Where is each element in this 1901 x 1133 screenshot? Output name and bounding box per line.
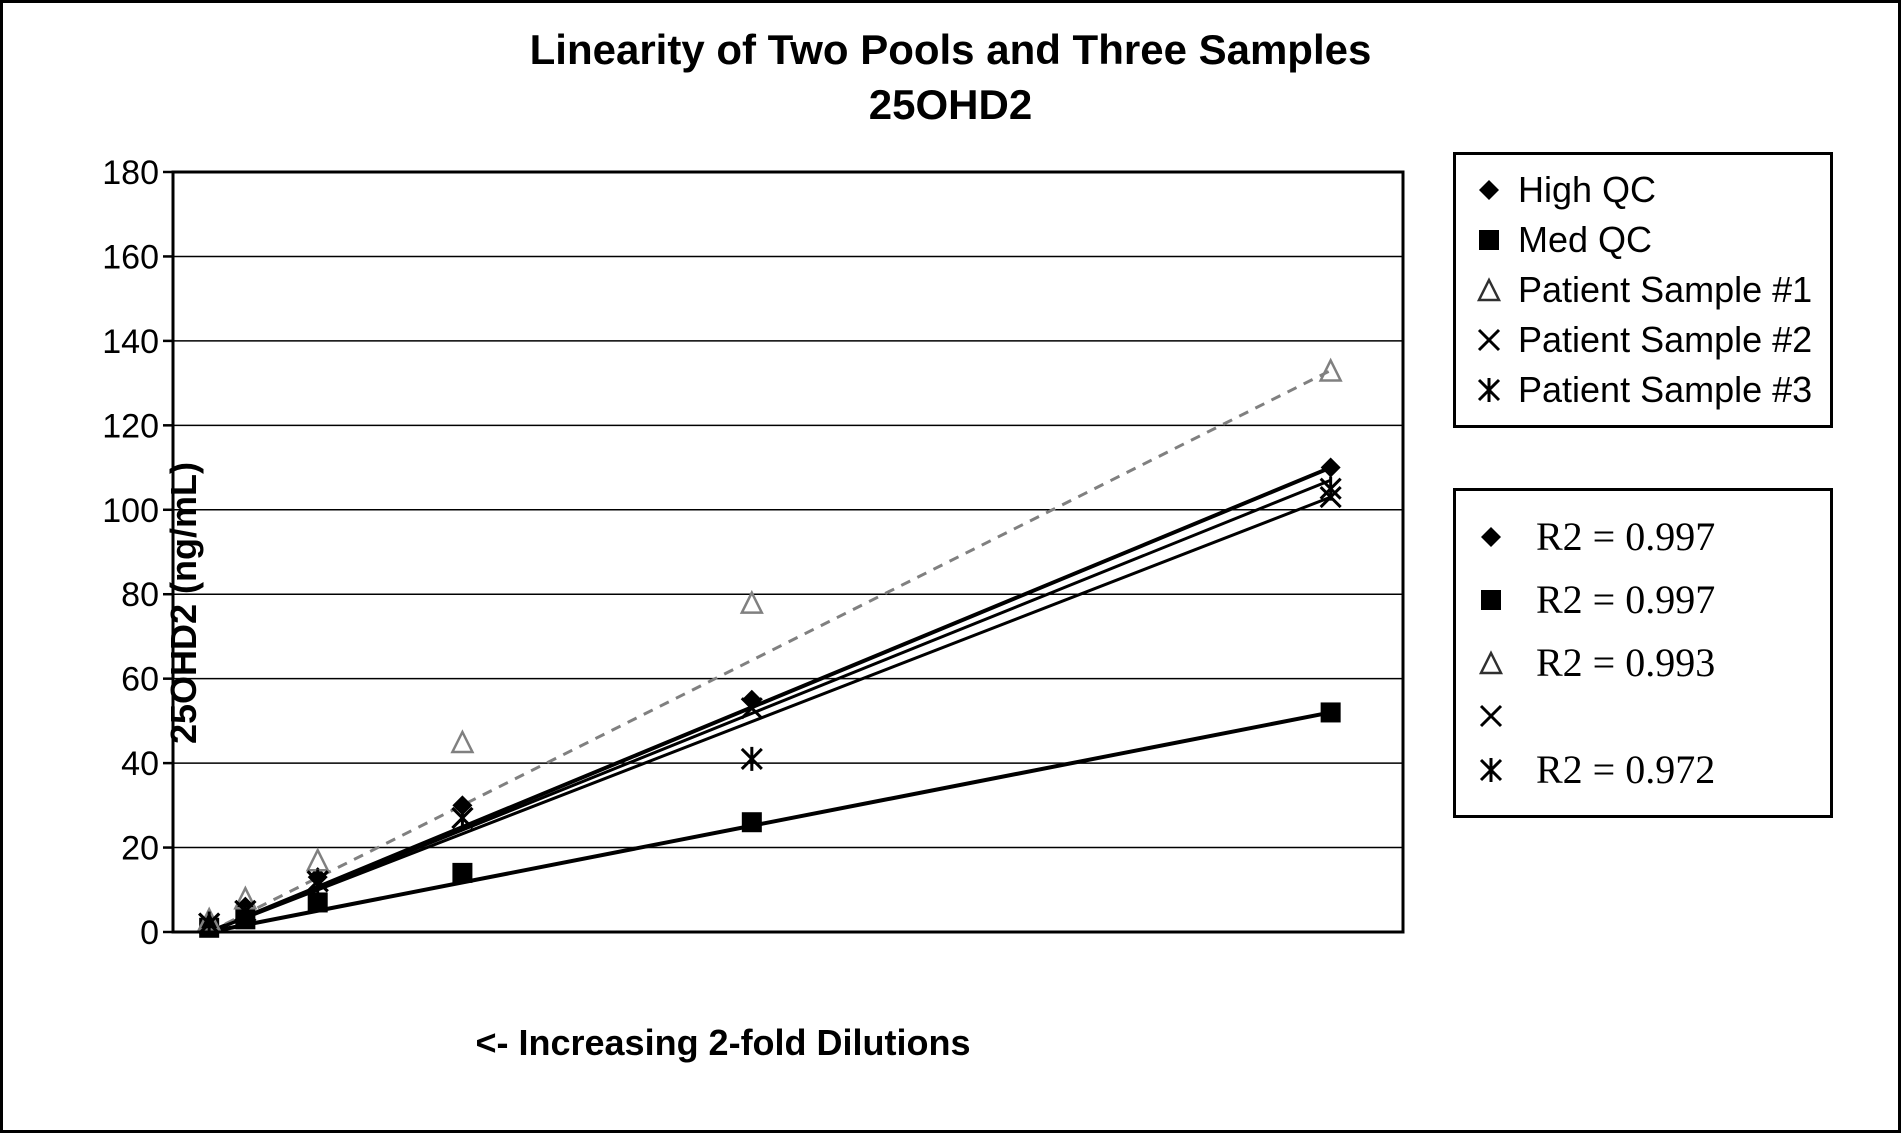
svg-text:80: 80 xyxy=(121,576,159,614)
legend-column: High QC Med QC Patient Sample #1 Patient Sa… xyxy=(1453,142,1833,818)
r2-marker-icon xyxy=(1476,523,1506,551)
chart-title: Linearity of Two Pools and Three Samples… xyxy=(23,23,1878,132)
title-line-2: 25OHD2 xyxy=(23,78,1878,133)
svg-text:0: 0 xyxy=(140,914,159,952)
y-axis-label: 25OHD2 (ng/mL) xyxy=(163,462,205,744)
legend-marker-icon xyxy=(1474,226,1504,254)
legend-label: Patient Sample #1 xyxy=(1518,269,1812,311)
r2-label: R2 = 0.997 xyxy=(1536,576,1715,623)
legend-marker-icon xyxy=(1474,176,1504,204)
chart-frame: Linearity of Two Pools and Three Samples… xyxy=(0,0,1901,1133)
legend-box: High QC Med QC Patient Sample #1 Patient Sa… xyxy=(1453,152,1833,428)
plot-svg: 0 20 40 60 80 100 120 140 160 180 xyxy=(23,142,1423,992)
svg-text:180: 180 xyxy=(102,154,159,192)
legend-label: Patient Sample #2 xyxy=(1518,319,1812,361)
legend-row-3: Patient Sample #2 xyxy=(1474,315,1812,365)
svg-text:40: 40 xyxy=(121,745,159,783)
svg-text:60: 60 xyxy=(121,661,159,699)
r2-label: R2 = 0.997 xyxy=(1536,513,1715,560)
legend-row-0: High QC xyxy=(1474,165,1812,215)
legend-label: High QC xyxy=(1518,169,1656,211)
chart-area: 25OHD2 (ng/mL) 020406080100120140160180 … xyxy=(23,142,1423,1064)
r2-marker-icon xyxy=(1476,702,1506,730)
svg-text:20: 20 xyxy=(121,830,159,868)
svg-text:160: 160 xyxy=(102,239,159,277)
r2-row-3 xyxy=(1476,694,1810,738)
r2-label: R2 = 0.972 xyxy=(1536,746,1715,793)
r2-label: R2 = 0.993 xyxy=(1536,639,1715,686)
r2-marker-icon xyxy=(1476,649,1506,677)
svg-text:140: 140 xyxy=(102,323,159,361)
legend-marker-icon xyxy=(1474,276,1504,304)
r2-box: R2 = 0.997 R2 = 0.997 R2 = 0.993 R2 = 0.972 xyxy=(1453,488,1833,818)
r2-row-4: R2 = 0.972 xyxy=(1476,738,1810,801)
chart-row: 25OHD2 (ng/mL) 020406080100120140160180 … xyxy=(23,142,1878,1064)
r2-row-1: R2 = 0.997 xyxy=(1476,568,1810,631)
legend-marker-icon xyxy=(1474,326,1504,354)
r2-marker-icon xyxy=(1476,586,1506,614)
svg-text:100: 100 xyxy=(102,492,159,530)
legend-row-1: Med QC xyxy=(1474,215,1812,265)
x-axis-label: <- Increasing 2-fold Dilutions xyxy=(23,1022,1423,1064)
r2-marker-icon xyxy=(1476,756,1506,784)
legend-row-2: Patient Sample #1 xyxy=(1474,265,1812,315)
legend-label: Med QC xyxy=(1518,219,1652,261)
r2-row-2: R2 = 0.993 xyxy=(1476,631,1810,694)
legend-marker-icon xyxy=(1474,376,1504,404)
svg-text:120: 120 xyxy=(102,408,159,446)
r2-row-0: R2 = 0.997 xyxy=(1476,505,1810,568)
title-line-1: Linearity of Two Pools and Three Samples xyxy=(23,23,1878,78)
legend-label: Patient Sample #3 xyxy=(1518,369,1812,411)
legend-row-4: Patient Sample #3 xyxy=(1474,365,1812,415)
